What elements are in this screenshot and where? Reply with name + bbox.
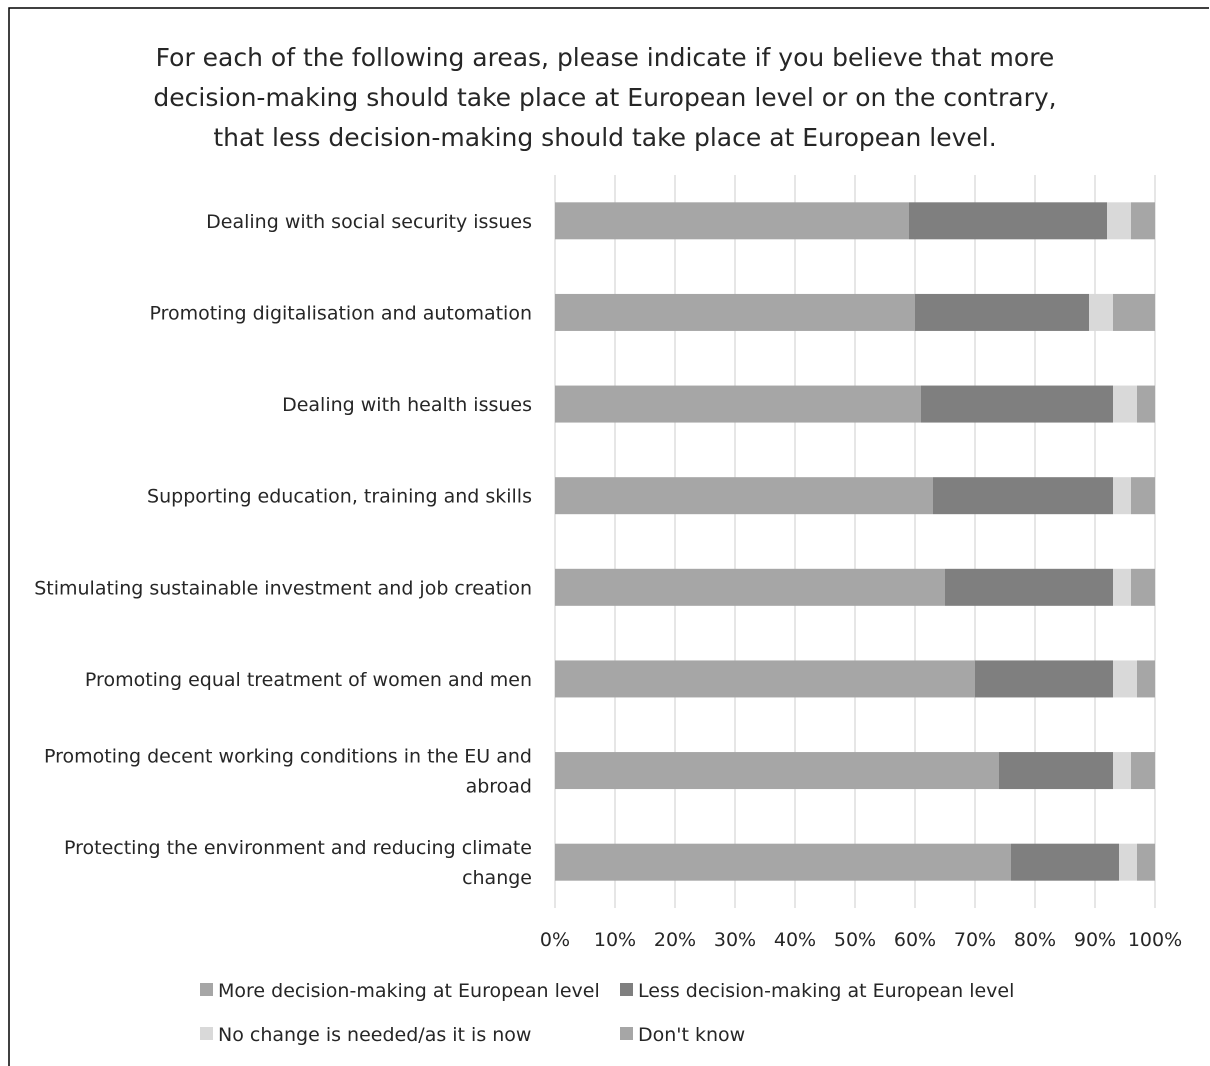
category-label: Promoting decent working conditions in t… [44, 746, 532, 768]
category-label: Protecting the environment and reducing … [64, 837, 532, 859]
chart-title-line: that less decision-making should take pl… [213, 123, 996, 152]
bar-segment [555, 477, 933, 515]
bar-segment [555, 843, 1011, 881]
category-label: Promoting digitalisation and automation [149, 302, 532, 324]
bar-segment [909, 202, 1107, 240]
legend-label: Don't know [638, 1024, 745, 1046]
bar-segment [1113, 477, 1131, 515]
category-label: Dealing with social security issues [206, 211, 532, 233]
bar-segment [1113, 385, 1137, 423]
bar-segment [555, 752, 999, 790]
chart-title-line: For each of the following areas, please … [156, 43, 1055, 72]
bar-segment [1137, 843, 1155, 881]
x-tick-label: 40% [774, 929, 816, 951]
bar-segment [1131, 752, 1155, 790]
bar-segment [1137, 660, 1155, 698]
bar-segment [1113, 660, 1137, 698]
bar-segment [999, 752, 1113, 790]
bar-segment [1131, 202, 1155, 240]
category-label: Stimulating sustainable investment and j… [34, 577, 532, 599]
chart-frame [8, 7, 1209, 1066]
legend-swatch [200, 1027, 213, 1040]
x-tick-label: 90% [1074, 929, 1116, 951]
bar-segment [1107, 202, 1131, 240]
legend-swatch [620, 1027, 633, 1040]
legend: More decision-making at European level Le… [200, 980, 1014, 1046]
legend-swatch [200, 983, 213, 996]
bar-segment [1119, 843, 1137, 881]
x-tick-label: 0% [540, 929, 570, 951]
bar-segment [975, 660, 1113, 698]
bar-segment [1113, 568, 1131, 606]
bar-segment [555, 293, 915, 331]
x-axis-tick-labels: 0% 10% 20% 30% 40% 50% 60% 70% 80% 90% 100% [540, 929, 1182, 951]
x-tick-label: 50% [834, 929, 876, 951]
bar-segment [1113, 293, 1155, 331]
bar-segment [1131, 568, 1155, 606]
legend-label: No change is needed/as it is now [218, 1024, 531, 1046]
chart-title-line: decision-making should take place at Eur… [153, 83, 1056, 112]
bar-segment [1089, 293, 1113, 331]
category-label: abroad [466, 776, 532, 798]
category-label: Supporting education, training and skill… [147, 486, 532, 508]
bar-segment [1131, 477, 1155, 515]
x-tick-label: 80% [1014, 929, 1056, 951]
bars [555, 202, 1155, 881]
bar-segment [555, 660, 975, 698]
x-tick-label: 100% [1128, 929, 1182, 951]
bar-segment [1011, 843, 1119, 881]
bar-segment [1113, 752, 1131, 790]
category-labels: Dealing with social security issues Promo… [34, 211, 532, 889]
legend-label: Less decision-making at European level [638, 980, 1014, 1002]
bar-segment [945, 568, 1113, 606]
category-label: Dealing with health issues [282, 394, 532, 416]
bar-segment [933, 477, 1113, 515]
bar-segment [555, 202, 909, 240]
bar-segment [921, 385, 1113, 423]
x-tick-label: 20% [654, 929, 696, 951]
gridlines [554, 175, 1156, 908]
x-tick-label: 30% [714, 929, 756, 951]
chart-title: For each of the following areas, please … [153, 43, 1056, 152]
x-tick-label: 60% [894, 929, 936, 951]
bar-segment [1137, 385, 1155, 423]
bar-segment [915, 293, 1089, 331]
bar-segment [555, 385, 921, 423]
legend-label: More decision-making at European level [218, 980, 600, 1002]
legend-swatch [620, 983, 633, 996]
bar-segment [555, 568, 945, 606]
x-tick-label: 70% [954, 929, 996, 951]
x-tick-label: 10% [594, 929, 636, 951]
category-label: change [462, 867, 532, 889]
category-label: Promoting equal treatment of women and m… [85, 669, 532, 691]
